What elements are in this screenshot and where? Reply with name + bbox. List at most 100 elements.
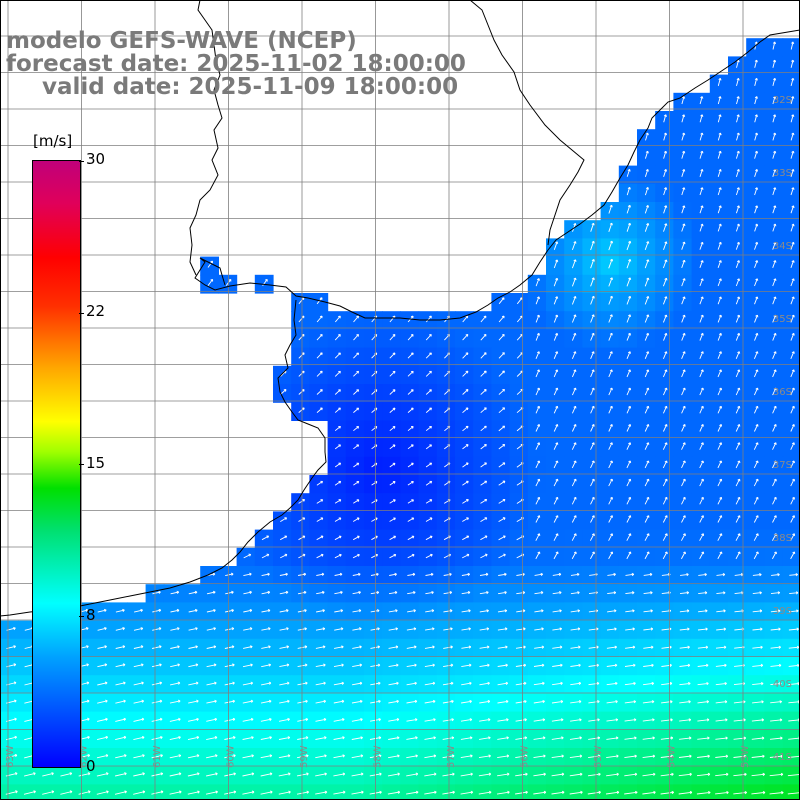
latitude-label: 38S xyxy=(773,533,792,544)
longitude-label: 62W xyxy=(79,745,90,768)
wind-arrow xyxy=(590,478,595,487)
wind-arrow xyxy=(389,444,396,450)
wind-arrow xyxy=(479,718,491,722)
wind-arrow xyxy=(334,334,341,341)
wind-arrow xyxy=(498,352,505,359)
wind-arrow xyxy=(388,681,399,686)
wind-arrow xyxy=(498,553,506,559)
wind-speed-cell xyxy=(582,784,602,800)
wind-arrow xyxy=(772,332,777,341)
wind-arrow xyxy=(553,369,559,378)
wind-arrow xyxy=(243,627,253,631)
wind-arrow xyxy=(479,627,490,631)
wind-arrow xyxy=(753,551,759,560)
wind-arrow xyxy=(207,278,214,286)
wind-speed-cell xyxy=(163,784,183,800)
wind-arrow xyxy=(735,296,741,305)
wind-arrow xyxy=(533,681,545,686)
wind-speed-cell xyxy=(345,438,365,458)
wind-arrow xyxy=(644,150,649,159)
wind-arrow xyxy=(754,96,758,105)
wind-arrow xyxy=(206,681,217,686)
wind-arrow xyxy=(626,351,631,359)
wind-arrow xyxy=(735,515,741,523)
wind-arrow xyxy=(296,790,310,795)
wind-arrow xyxy=(535,387,541,396)
wind-arrow xyxy=(735,551,741,560)
wind-speed-cell xyxy=(345,347,365,367)
wind-arrow xyxy=(699,260,704,268)
wind-speed-cell xyxy=(509,402,529,421)
wind-arrow xyxy=(769,754,783,758)
wind-arrow xyxy=(699,241,704,250)
wind-arrow xyxy=(754,223,759,232)
wind-arrow xyxy=(425,499,433,504)
wind-arrow xyxy=(551,736,564,740)
wind-arrow xyxy=(497,627,508,631)
wind-arrow xyxy=(151,717,163,722)
wind-arrow xyxy=(553,478,559,487)
wind-arrow xyxy=(535,405,541,414)
wind-arrow xyxy=(717,478,723,487)
wind-arrow xyxy=(644,387,650,396)
wind-arrow xyxy=(497,718,509,722)
wind-arrow xyxy=(133,645,144,649)
wind-arrow xyxy=(608,204,613,214)
wind-arrow xyxy=(625,627,635,631)
wind-arrow xyxy=(425,315,432,323)
wind-arrow xyxy=(624,718,637,722)
colorbar-tick-label: 0 xyxy=(86,757,96,775)
wind-arrow xyxy=(315,681,326,686)
wind-arrow xyxy=(624,772,638,777)
wind-arrow xyxy=(697,682,709,686)
wind-arrow xyxy=(660,736,674,740)
wind-arrow xyxy=(754,132,759,141)
wind-arrow xyxy=(334,590,343,595)
wind-arrow xyxy=(626,460,632,469)
wind-arrow xyxy=(717,551,723,560)
wind-arrow xyxy=(587,772,601,777)
wind-arrow xyxy=(569,772,583,777)
colorbar-tick-label: 22 xyxy=(86,302,106,320)
wind-arrow xyxy=(96,717,108,722)
wind-arrow xyxy=(133,699,145,704)
wind-arrow xyxy=(570,572,580,577)
wind-arrow xyxy=(133,608,143,613)
wind-arrow xyxy=(480,517,488,522)
wind-arrow xyxy=(753,387,759,396)
wind-arrow xyxy=(406,645,417,649)
wind-arrow xyxy=(334,627,344,631)
wind-arrow xyxy=(606,772,619,777)
wind-arrow xyxy=(387,772,400,777)
wind-arrow xyxy=(644,277,650,287)
wind-arrow xyxy=(206,699,217,704)
wind-arrow xyxy=(608,424,613,432)
wind-arrow xyxy=(772,351,777,359)
latitude-label: 39S xyxy=(773,606,792,617)
wind-arrow xyxy=(425,572,434,577)
wind-arrow xyxy=(624,663,636,667)
wind-arrow xyxy=(515,790,528,795)
wind-arrow xyxy=(425,444,432,450)
wind-arrow xyxy=(480,425,487,432)
wind-arrow xyxy=(752,627,763,631)
wind-arrow xyxy=(681,369,686,378)
wind-arrow xyxy=(407,444,414,450)
wind-arrow xyxy=(334,572,343,576)
wind-arrow xyxy=(644,515,650,523)
wind-arrow xyxy=(352,517,360,522)
wind-arrow xyxy=(279,553,288,559)
wind-speed-cell xyxy=(327,329,347,349)
wind-speed-cell xyxy=(509,784,529,800)
wind-arrow xyxy=(570,609,581,613)
wind-arrow xyxy=(736,114,740,123)
latitude-label: 33S xyxy=(773,168,792,179)
wind-speed-cell xyxy=(327,784,347,800)
wind-arrow xyxy=(661,700,673,704)
wind-arrow xyxy=(590,405,595,414)
wind-arrow xyxy=(424,736,436,740)
wind-arrow xyxy=(590,314,595,323)
wind-arrow xyxy=(624,700,636,704)
wind-arrow xyxy=(389,370,396,377)
